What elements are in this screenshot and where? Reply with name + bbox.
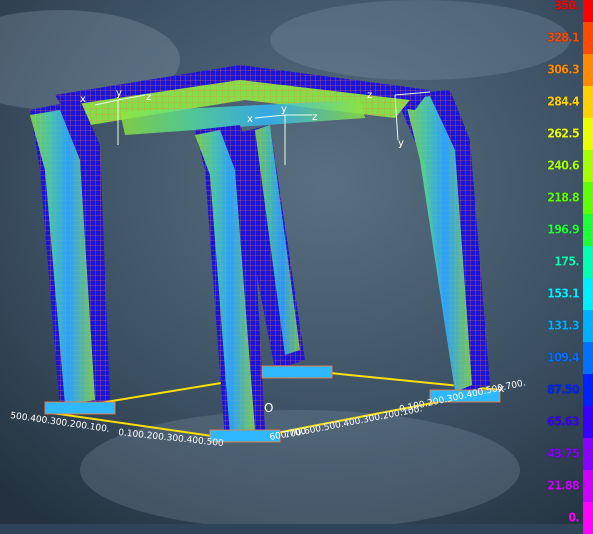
triad-3-y-label: y	[398, 138, 404, 149]
legend-label: 43.75	[547, 446, 579, 461]
legend-swatch	[583, 22, 593, 54]
triad-1-z-label: z	[146, 92, 151, 103]
legend-swatch	[583, 502, 593, 534]
legend-label: 284.4	[547, 94, 579, 109]
legend-label: 328.1	[547, 30, 579, 45]
legend-swatch	[583, 0, 593, 22]
legend-swatch	[583, 150, 593, 182]
legend-label: 350.	[554, 0, 579, 13]
legend-swatch	[583, 86, 593, 118]
legend-swatch	[583, 278, 593, 310]
legend-swatch	[583, 182, 593, 214]
legend-swatch	[583, 342, 593, 374]
legend-swatch	[583, 118, 593, 150]
triad-2-x-label: x	[247, 114, 253, 125]
right-leg	[395, 90, 490, 395]
origin-marker: O	[264, 401, 273, 415]
legend-label: 87.50	[547, 382, 579, 397]
legend-label: 109.4	[547, 350, 579, 365]
legend-swatch	[583, 310, 593, 342]
legend-label: 65.63	[547, 414, 579, 429]
legend-swatch	[583, 54, 593, 86]
legend-label: 0.	[568, 510, 579, 525]
triad-3-z-label: z	[367, 90, 372, 101]
legend-label: 218.8	[547, 190, 579, 205]
stress-color-legend: 350. 328.1 306.3 284.4 262.5 240.6 218.8 196.9 1…	[523, 0, 593, 534]
triad-1-x-label: x	[80, 94, 86, 105]
legend-label: 21.88	[547, 478, 579, 493]
triad-2-z-label: z	[312, 112, 317, 123]
legend-label: 196.9	[547, 222, 579, 237]
legend-label: 131.3	[547, 318, 579, 333]
legend-label: 262.5	[547, 126, 579, 141]
legend-swatch	[583, 470, 593, 502]
legend-swatch	[583, 406, 593, 438]
top-frame	[55, 65, 430, 135]
axis-triad-group	[94, 91, 431, 165]
foot-plates	[44, 365, 501, 443]
corner-marker: x	[498, 382, 505, 395]
legend-swatch	[583, 438, 593, 470]
legend-label: 175.	[554, 254, 579, 269]
front-left-leg	[30, 100, 110, 410]
triad-1-y-label: y	[116, 88, 122, 99]
front-center-leg	[195, 125, 265, 440]
legend-swatch	[583, 374, 593, 406]
legend-label: 306.3	[547, 62, 579, 77]
triad-2-y-label: y	[281, 104, 287, 115]
legend-swatch	[583, 246, 593, 278]
legend-swatch	[583, 214, 593, 246]
legend-label: 153.1	[547, 286, 579, 301]
legend-label: 240.6	[547, 158, 579, 173]
